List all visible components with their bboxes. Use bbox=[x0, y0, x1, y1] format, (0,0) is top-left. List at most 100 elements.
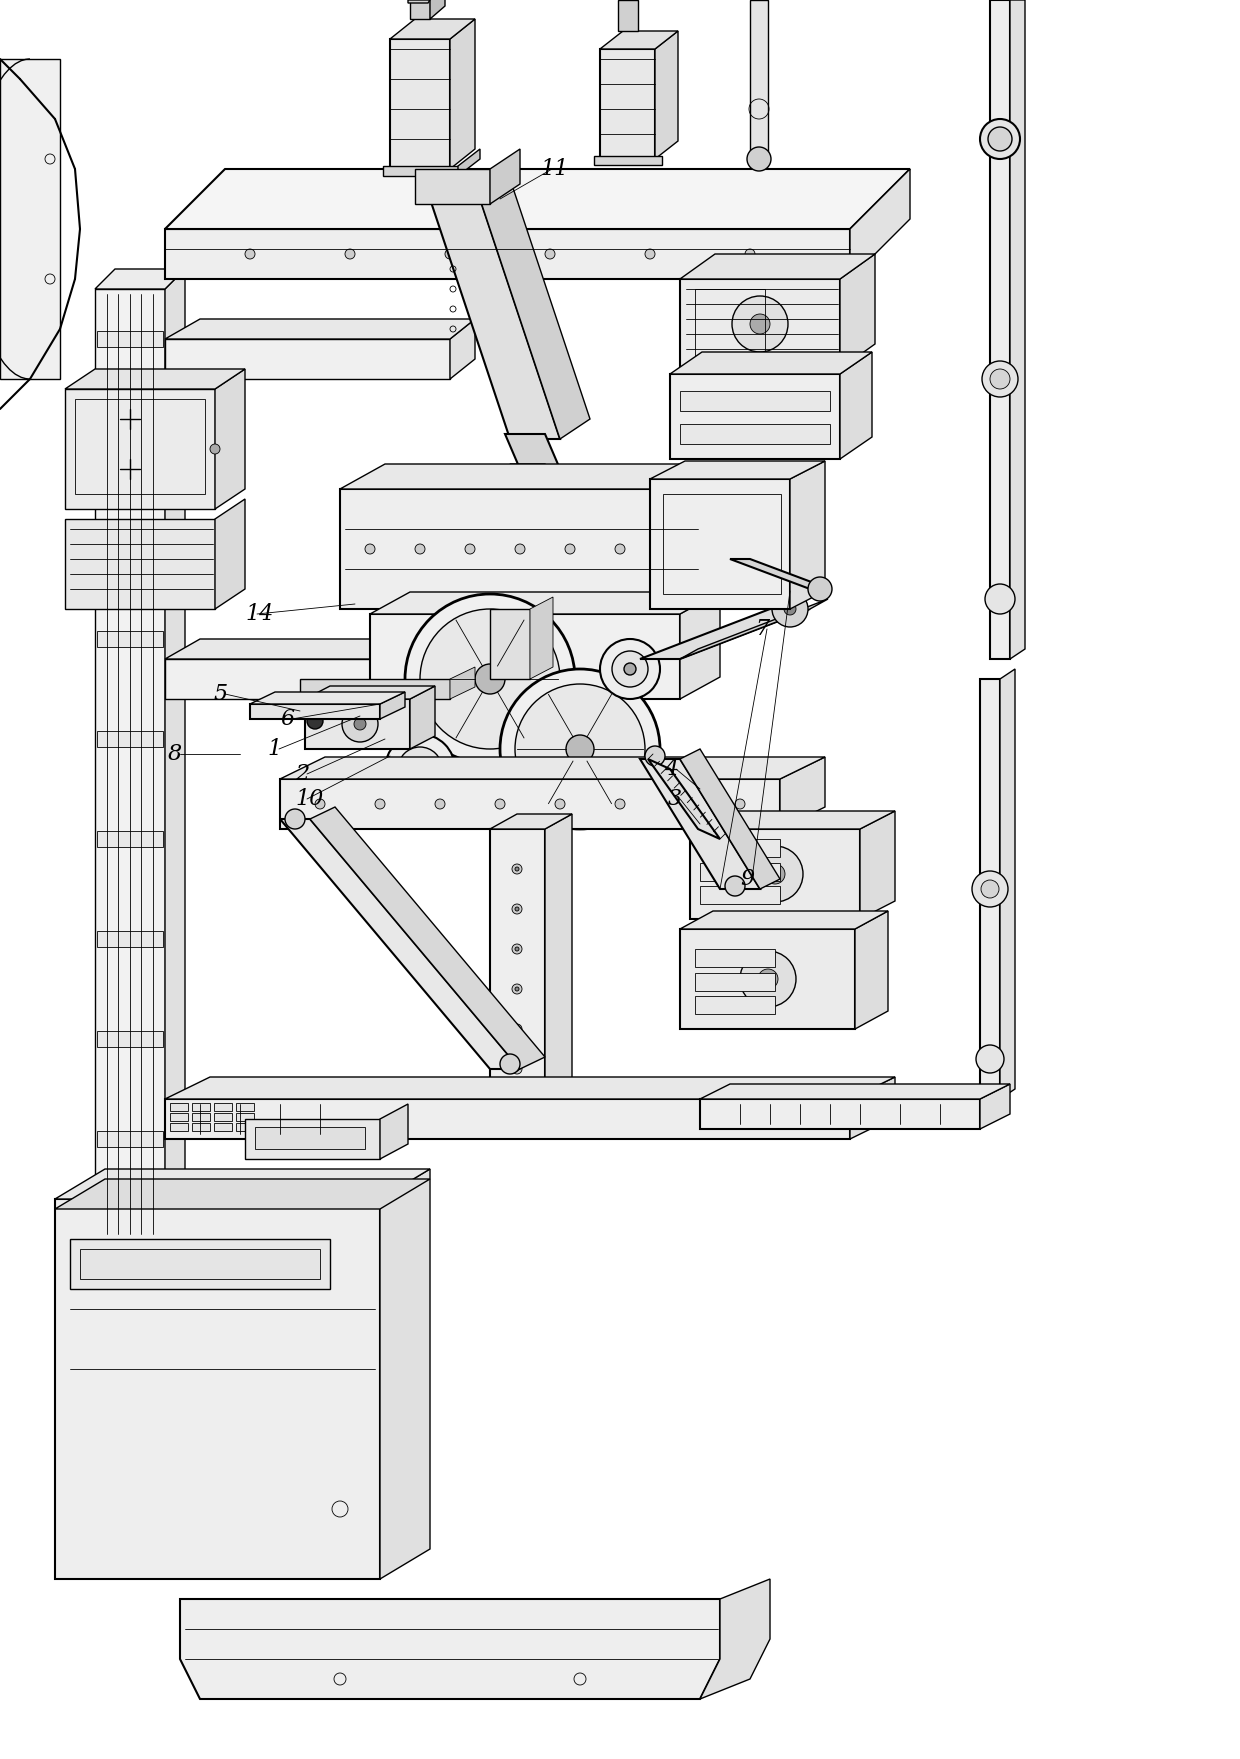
Circle shape bbox=[740, 952, 796, 1006]
Circle shape bbox=[732, 296, 787, 352]
Polygon shape bbox=[450, 19, 475, 169]
Polygon shape bbox=[370, 593, 720, 614]
Polygon shape bbox=[510, 464, 551, 489]
Circle shape bbox=[985, 584, 1016, 614]
Polygon shape bbox=[680, 749, 780, 888]
Circle shape bbox=[980, 120, 1021, 158]
Polygon shape bbox=[670, 352, 872, 375]
Text: 8: 8 bbox=[167, 742, 182, 765]
Bar bbox=[97, 431, 162, 447]
Circle shape bbox=[615, 544, 625, 554]
Polygon shape bbox=[861, 811, 895, 918]
Circle shape bbox=[445, 250, 455, 259]
Circle shape bbox=[988, 127, 1012, 151]
Polygon shape bbox=[165, 269, 185, 1238]
Bar bbox=[97, 931, 162, 946]
Bar bbox=[701, 839, 780, 857]
Polygon shape bbox=[655, 32, 678, 158]
Text: 7: 7 bbox=[755, 617, 769, 640]
Polygon shape bbox=[990, 0, 1011, 660]
Polygon shape bbox=[450, 667, 475, 698]
Polygon shape bbox=[300, 679, 450, 698]
Circle shape bbox=[546, 250, 556, 259]
Bar bbox=[215, 1113, 232, 1120]
Circle shape bbox=[308, 697, 322, 711]
Bar bbox=[74, 399, 205, 494]
Circle shape bbox=[415, 544, 425, 554]
Polygon shape bbox=[410, 0, 430, 19]
Polygon shape bbox=[305, 686, 435, 698]
Circle shape bbox=[515, 1027, 520, 1031]
Polygon shape bbox=[849, 1077, 895, 1140]
Polygon shape bbox=[250, 704, 379, 719]
Bar bbox=[701, 864, 780, 881]
Polygon shape bbox=[980, 679, 999, 1099]
Circle shape bbox=[675, 799, 684, 809]
Polygon shape bbox=[701, 1099, 980, 1129]
Polygon shape bbox=[689, 828, 861, 918]
Circle shape bbox=[435, 799, 445, 809]
Polygon shape bbox=[305, 698, 410, 749]
Text: 3: 3 bbox=[668, 788, 682, 809]
Circle shape bbox=[315, 799, 325, 809]
Circle shape bbox=[210, 443, 219, 454]
Circle shape bbox=[745, 250, 755, 259]
Circle shape bbox=[655, 544, 665, 554]
Polygon shape bbox=[379, 1170, 430, 1580]
Polygon shape bbox=[999, 668, 1016, 1099]
Bar bbox=[97, 830, 162, 848]
Bar bbox=[680, 424, 830, 443]
Polygon shape bbox=[95, 269, 185, 288]
Polygon shape bbox=[650, 461, 825, 478]
Circle shape bbox=[600, 639, 660, 698]
Polygon shape bbox=[408, 0, 430, 4]
Circle shape bbox=[512, 1024, 522, 1034]
Bar bbox=[192, 1113, 210, 1120]
Bar bbox=[701, 887, 780, 904]
Polygon shape bbox=[0, 60, 60, 378]
Bar bbox=[236, 1113, 254, 1120]
Circle shape bbox=[365, 544, 374, 554]
Polygon shape bbox=[391, 19, 475, 39]
Polygon shape bbox=[165, 1077, 895, 1099]
Text: 6: 6 bbox=[280, 709, 294, 730]
Circle shape bbox=[515, 867, 520, 871]
Bar bbox=[97, 631, 162, 647]
Circle shape bbox=[982, 361, 1018, 398]
Polygon shape bbox=[165, 318, 475, 339]
Polygon shape bbox=[379, 1105, 408, 1159]
Polygon shape bbox=[490, 150, 520, 204]
Polygon shape bbox=[618, 0, 639, 32]
Polygon shape bbox=[701, 1084, 1011, 1099]
Polygon shape bbox=[600, 32, 678, 49]
Polygon shape bbox=[529, 596, 553, 679]
Text: 2: 2 bbox=[295, 763, 309, 785]
Circle shape bbox=[495, 799, 505, 809]
Circle shape bbox=[398, 748, 441, 792]
Text: 5: 5 bbox=[213, 682, 227, 705]
Polygon shape bbox=[680, 280, 839, 369]
Polygon shape bbox=[680, 600, 828, 660]
Polygon shape bbox=[165, 339, 450, 378]
Circle shape bbox=[615, 799, 625, 809]
Polygon shape bbox=[215, 500, 246, 609]
Polygon shape bbox=[370, 614, 680, 698]
Polygon shape bbox=[490, 828, 546, 1099]
Bar bbox=[192, 1122, 210, 1131]
Bar bbox=[236, 1103, 254, 1112]
Polygon shape bbox=[55, 1170, 430, 1200]
Text: 1: 1 bbox=[267, 739, 281, 760]
Circle shape bbox=[981, 880, 999, 899]
Circle shape bbox=[465, 544, 475, 554]
Bar bbox=[215, 1122, 232, 1131]
Polygon shape bbox=[340, 464, 745, 489]
Polygon shape bbox=[640, 758, 760, 888]
Bar bbox=[663, 494, 781, 595]
Circle shape bbox=[515, 946, 520, 952]
Circle shape bbox=[990, 369, 1011, 389]
Polygon shape bbox=[689, 811, 895, 828]
Polygon shape bbox=[701, 1580, 770, 1699]
Bar bbox=[97, 1031, 162, 1047]
Circle shape bbox=[515, 544, 525, 554]
Polygon shape bbox=[450, 318, 475, 378]
